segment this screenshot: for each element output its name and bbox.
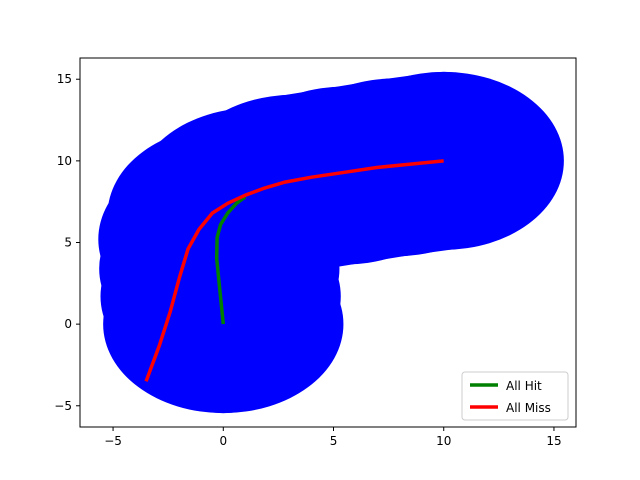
x-tick-label: 5	[330, 434, 338, 448]
y-tick-label: 15	[57, 72, 72, 86]
y-tick-label: 10	[57, 154, 72, 168]
x-tick-label: −5	[104, 434, 122, 448]
series-layer	[144, 159, 444, 382]
x-tick-label: 15	[546, 434, 561, 448]
y-tick-label: 5	[64, 236, 72, 250]
y-tick-label: 0	[64, 317, 72, 331]
y-axis: −5 0 5 10 15	[54, 72, 80, 413]
legend-label-all-hit: All Hit	[506, 379, 542, 393]
legend-label-all-miss: All Miss	[506, 401, 551, 415]
series-line-all-miss	[144, 159, 444, 382]
legend: All Hit All Miss	[461, 371, 569, 421]
series-line-all-hit	[214, 195, 247, 325]
x-tick-label: 0	[219, 434, 227, 448]
x-tick-label: 10	[436, 434, 451, 448]
y-tick-label: −5	[54, 399, 72, 413]
x-axis: −5 0 5 10 15	[104, 427, 562, 448]
